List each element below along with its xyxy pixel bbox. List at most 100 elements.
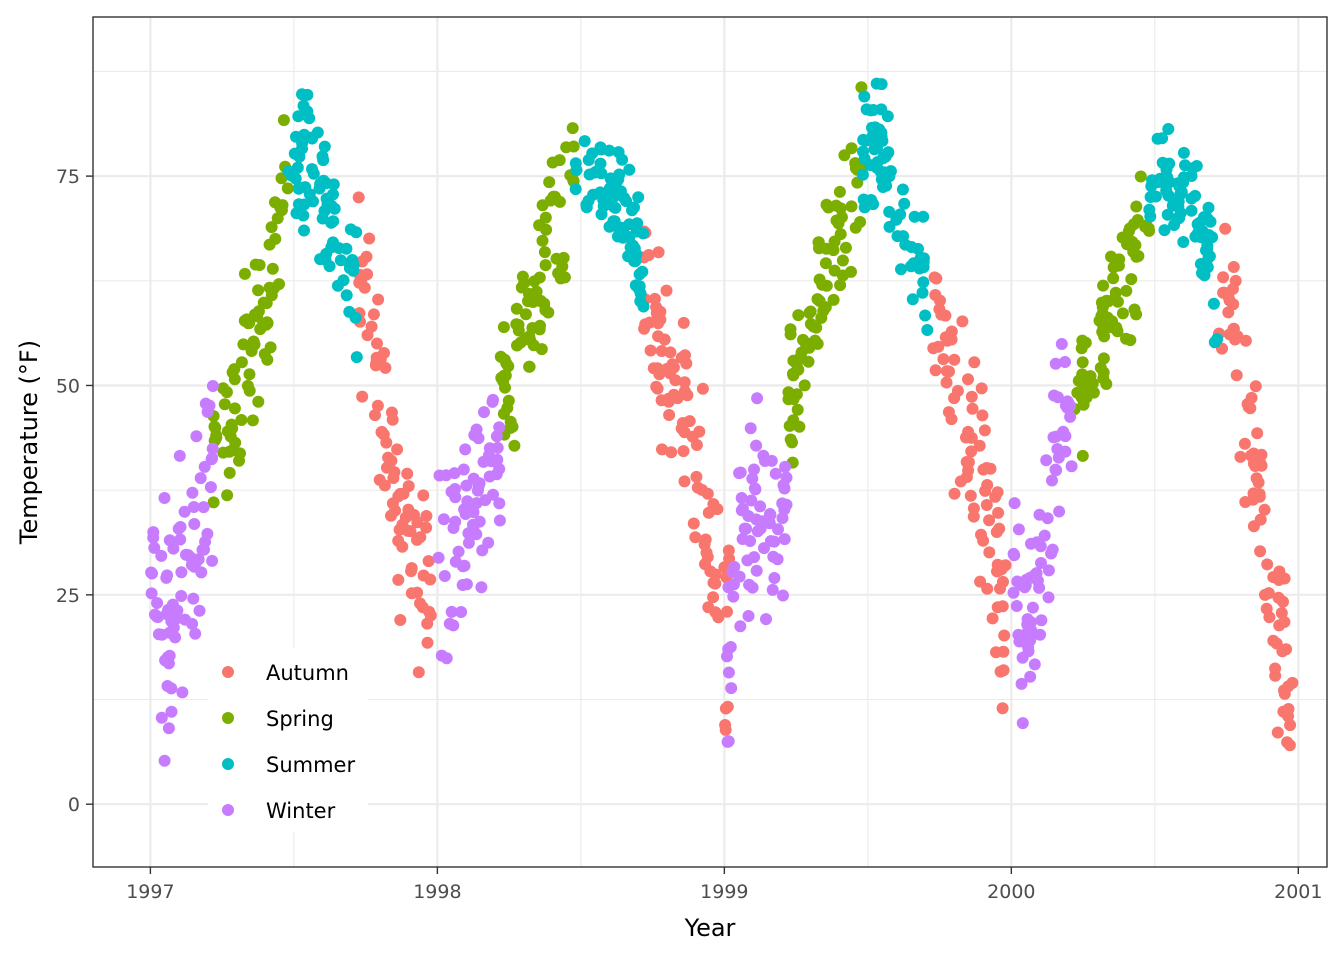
data-point <box>352 191 365 204</box>
data-point <box>493 421 506 434</box>
data-point <box>155 549 168 562</box>
data-point <box>883 205 896 218</box>
data-point <box>448 467 461 480</box>
x-tick-label: 1997 <box>126 881 174 903</box>
data-point <box>913 262 926 275</box>
data-point <box>433 469 446 482</box>
data-point <box>247 335 260 348</box>
data-point <box>566 122 579 135</box>
data-point <box>379 361 392 374</box>
data-point <box>145 566 158 579</box>
data-point <box>981 582 994 595</box>
data-point <box>340 242 353 255</box>
data-point <box>475 581 488 594</box>
data-point <box>421 636 434 649</box>
data-point <box>1223 328 1236 341</box>
data-point <box>369 359 382 372</box>
data-point <box>1162 123 1175 135</box>
data-point <box>479 494 492 507</box>
data-point <box>1050 464 1063 477</box>
data-point <box>148 541 161 554</box>
data-point <box>350 226 363 239</box>
data-point <box>742 510 755 522</box>
data-point <box>385 406 398 419</box>
data-point <box>1010 600 1023 612</box>
data-point <box>163 534 176 547</box>
data-point <box>856 168 869 181</box>
data-point <box>813 295 826 307</box>
data-point <box>228 363 241 376</box>
data-point <box>1059 356 1071 368</box>
data-point <box>416 601 429 614</box>
data-point <box>237 338 250 351</box>
data-point <box>187 592 200 605</box>
data-point <box>1156 132 1169 145</box>
data-point <box>1191 218 1204 231</box>
data-point <box>939 331 952 344</box>
x-tick-label: 1999 <box>700 881 748 903</box>
data-point <box>1272 591 1285 604</box>
data-point <box>676 417 689 429</box>
data-point <box>187 501 200 513</box>
data-point <box>1230 369 1243 382</box>
data-point <box>998 629 1011 642</box>
data-point <box>204 481 217 494</box>
data-point <box>980 499 993 511</box>
data-point <box>1124 334 1137 347</box>
data-point <box>197 501 210 514</box>
data-point <box>493 497 506 510</box>
data-point <box>1239 334 1252 347</box>
data-point <box>1201 243 1214 256</box>
data-point <box>1008 497 1021 510</box>
data-point <box>994 582 1006 595</box>
data-point <box>960 431 972 444</box>
data-point <box>875 126 888 139</box>
data-point <box>487 393 499 406</box>
data-point <box>989 490 1002 503</box>
data-point <box>150 610 163 623</box>
data-point <box>906 293 919 306</box>
data-point <box>569 157 582 170</box>
data-point <box>1174 207 1187 220</box>
data-point <box>740 522 753 535</box>
data-point <box>750 439 763 452</box>
data-point <box>857 145 869 158</box>
data-point <box>151 597 164 609</box>
data-point <box>208 420 221 433</box>
data-point <box>411 586 424 599</box>
data-point <box>1110 321 1123 334</box>
data-point <box>494 350 507 363</box>
data-point <box>744 535 757 547</box>
data-point <box>976 409 989 422</box>
data-point <box>607 200 620 213</box>
data-point <box>147 526 160 539</box>
data-point <box>269 232 282 245</box>
data-point <box>245 345 258 357</box>
data-point <box>265 221 278 234</box>
data-point <box>1065 460 1078 473</box>
data-point <box>783 419 796 432</box>
data-point <box>1016 717 1029 730</box>
data-point <box>539 304 552 317</box>
data-point <box>1227 282 1239 295</box>
data-point <box>1046 474 1058 487</box>
data-point <box>702 601 715 614</box>
data-point <box>378 479 391 492</box>
data-point <box>162 722 175 735</box>
data-points <box>145 77 1299 767</box>
data-point <box>243 368 256 381</box>
data-point <box>898 197 911 210</box>
data-point <box>476 544 489 557</box>
data-point <box>372 293 385 306</box>
data-point <box>502 394 515 407</box>
data-point <box>1107 261 1120 274</box>
data-point <box>271 212 284 225</box>
data-point <box>1166 199 1179 212</box>
data-point <box>1177 171 1190 184</box>
data-point <box>696 382 709 395</box>
data-point <box>266 262 279 275</box>
data-point <box>508 439 521 452</box>
data-point <box>764 535 777 548</box>
series-winter <box>145 338 1078 767</box>
data-point <box>1131 214 1144 226</box>
